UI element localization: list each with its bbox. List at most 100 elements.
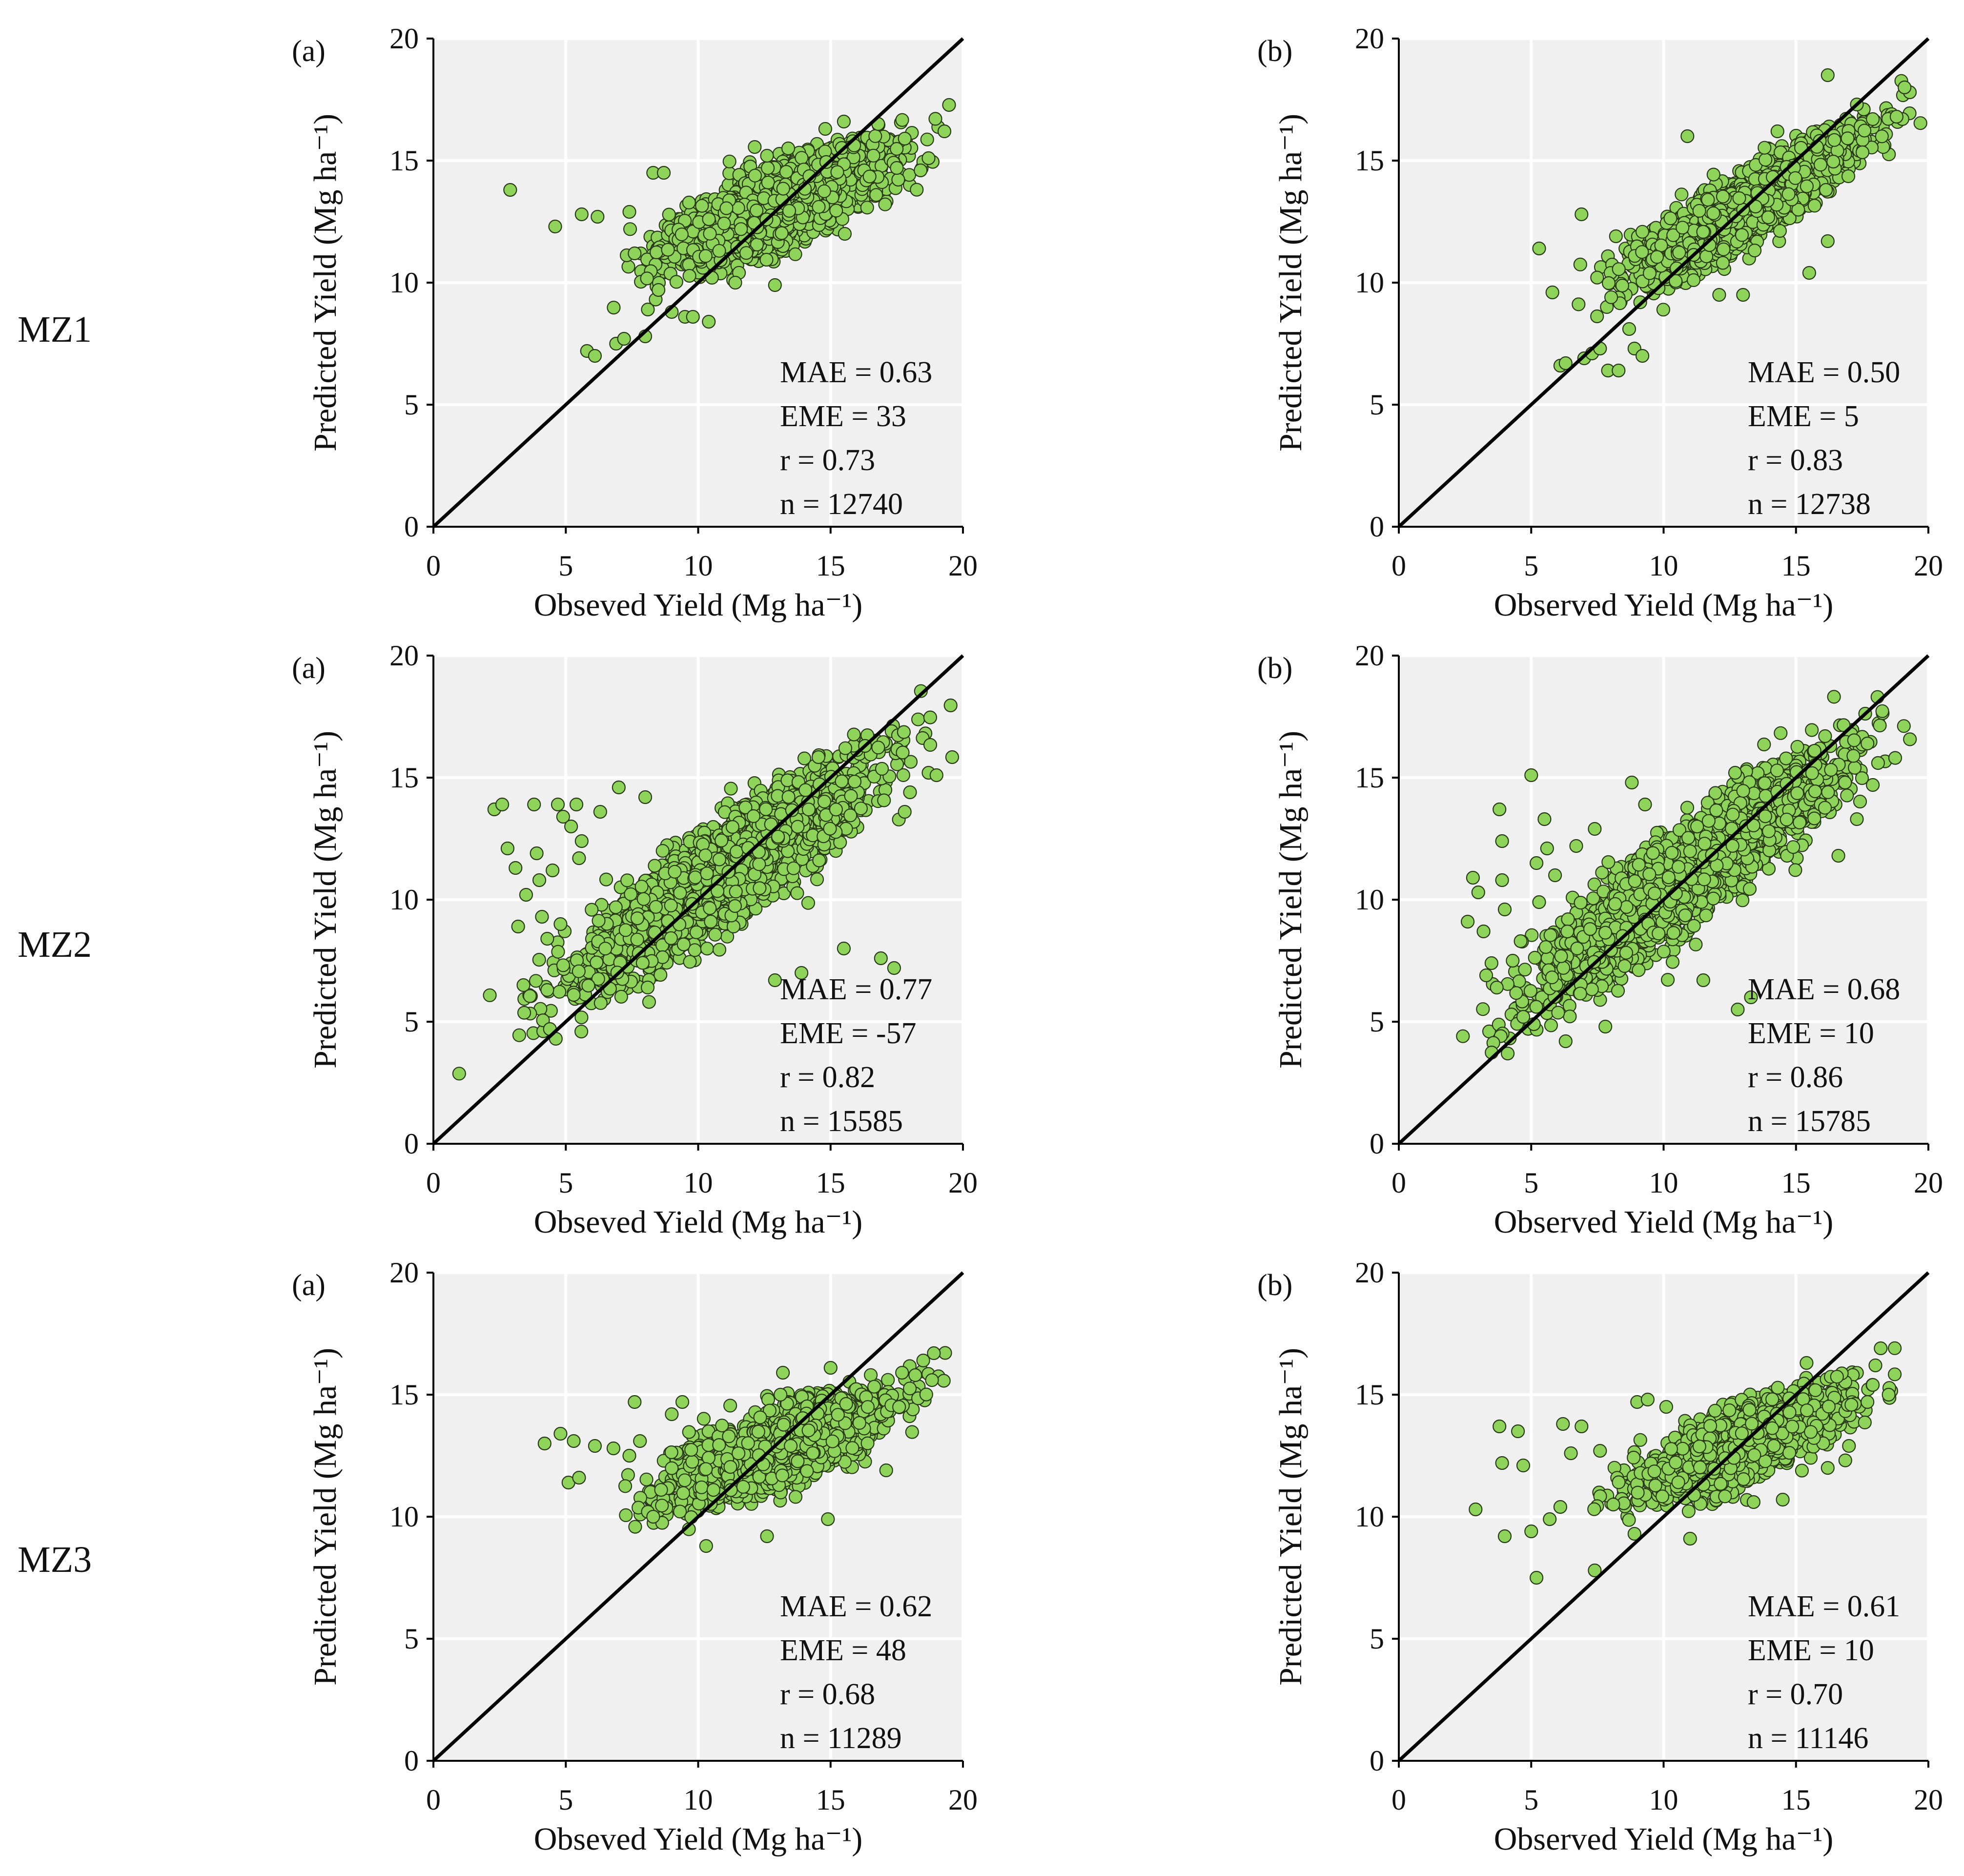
data-point [768,278,782,292]
data-point [1675,187,1689,202]
x-tick-label: 0 [426,550,441,582]
stat-line: MAE = 0.63 [780,356,932,389]
data-point [761,175,775,189]
data-point [1841,169,1856,184]
data-point [1590,309,1604,324]
data-point [617,331,631,346]
data-point [622,205,636,219]
data-point [914,163,928,178]
data-point [695,199,709,213]
data-point [1807,199,1821,213]
data-point [607,300,621,315]
data-point [675,227,689,242]
y-tick-label: 10 [389,267,419,299]
data-point [698,249,713,263]
row-label-mz2: MZ2 [18,924,92,965]
stat-line: r = 0.73 [780,444,875,477]
data-point [734,222,748,236]
data-point [728,275,742,290]
row-label-mz1: MZ1 [18,309,92,350]
data-point [682,195,696,209]
data-point [749,204,764,218]
data-point [682,268,696,283]
data-point [702,212,716,227]
data-point [640,271,654,286]
data-point [759,252,774,267]
data-point [1635,225,1650,239]
x-tick-label: 20 [948,550,978,582]
data-point [1913,116,1927,130]
data-point [656,165,671,180]
data-point [868,129,882,143]
stat-line: EME = 33 [780,400,906,433]
data-point [837,114,851,129]
y-axis-title: Predicted Yield (Mg ha⁻¹) [307,114,343,452]
x-tick-label: 10 [684,550,713,582]
data-point [662,207,676,222]
data-point [712,244,726,258]
data-point [719,201,734,215]
data-point [717,216,731,230]
data-point [838,227,852,241]
data-point [503,183,517,197]
data-point [703,227,717,241]
y-tick-label: 0 [404,511,419,543]
data-point [628,246,642,261]
data-point [748,168,762,183]
data-point [661,243,675,257]
data-point [775,226,789,240]
data-point [891,172,905,187]
data-point [623,222,637,236]
data-point [748,140,762,154]
data-point [788,247,802,261]
y-tick-label: 20 [389,22,419,55]
data-point [760,148,774,163]
x-axis-title: Obseved Yield (Mg ha⁻¹) [534,587,863,623]
y-tick-label: 5 [404,389,419,421]
data-point [895,113,909,127]
data-point [862,169,877,184]
data-point [548,219,562,234]
row-label-mz3: MZ3 [18,1539,92,1580]
data-point [898,131,912,146]
panel-label: (a) [292,35,326,68]
data-point [942,98,956,112]
data-point [649,245,664,260]
data-point [937,124,952,139]
x-tick-label: 15 [816,550,845,582]
data-point [928,112,942,126]
data-point [781,141,796,156]
y-tick-label: 15 [389,144,419,177]
data-point [574,207,589,222]
data-point [779,165,794,179]
data-point [760,161,775,175]
data-point [1706,167,1720,182]
data-point [591,209,605,224]
data-point [818,122,833,136]
data-point [669,275,683,289]
data-point [866,148,880,163]
data-point [920,132,934,146]
data-point [910,183,924,197]
data-point [651,283,666,297]
data-point [641,302,655,317]
data-point [1573,257,1587,271]
data-point [702,314,716,329]
data-point [1572,297,1586,311]
data-point [588,349,602,363]
data-point [890,161,904,175]
data-point [776,182,790,196]
data-point [722,154,736,168]
data-point [795,151,809,165]
data-point [686,309,700,324]
data-point [739,246,754,260]
data-point [921,151,936,165]
data-point [830,165,844,179]
data-point [782,204,797,218]
data-point [621,260,635,274]
data-point [1656,303,1670,317]
data-point [829,204,843,218]
